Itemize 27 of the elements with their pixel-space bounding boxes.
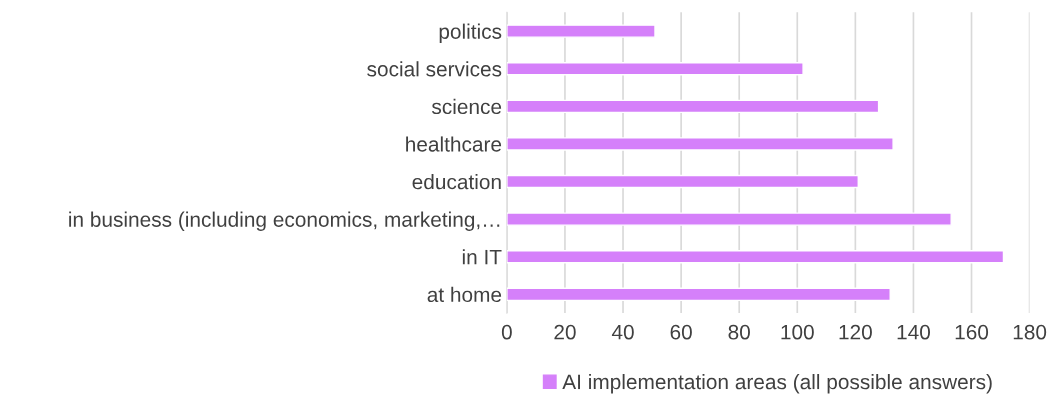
x-tick-label: 120	[839, 324, 872, 340]
bar	[506, 287, 891, 302]
bar	[506, 62, 804, 76]
bar	[506, 24, 656, 38]
legend-label: AI implementation areas (all possible answers)	[562, 373, 992, 394]
x-tick-label: 180	[1013, 324, 1047, 340]
bar	[506, 174, 859, 189]
x-tick-label: 160	[955, 324, 989, 340]
x-tick-label: 0	[501, 324, 512, 340]
bar	[506, 99, 880, 114]
y-tick-label: social services	[367, 61, 502, 77]
x-tick-label: 100	[781, 324, 814, 340]
y-tick-label: in business (including economics, marketing,…	[69, 211, 500, 231]
y-tick-label: science	[431, 98, 502, 115]
x-tick-label: 80	[728, 324, 750, 340]
bar	[506, 137, 894, 151]
bar	[506, 212, 952, 226]
x-tick-label: 40	[611, 324, 634, 340]
y-tick-label: education	[412, 173, 501, 190]
x-tick-label: 140	[897, 324, 931, 340]
x-tick-label: 20	[554, 324, 576, 340]
y-tick-label: in IT	[462, 249, 502, 265]
bar	[506, 250, 1005, 264]
y-tick-label: at home	[427, 286, 502, 303]
x-tick-label: 60	[670, 324, 692, 340]
y-tick-label: politics	[439, 23, 502, 44]
y-tick-label: healthcare	[406, 136, 502, 152]
